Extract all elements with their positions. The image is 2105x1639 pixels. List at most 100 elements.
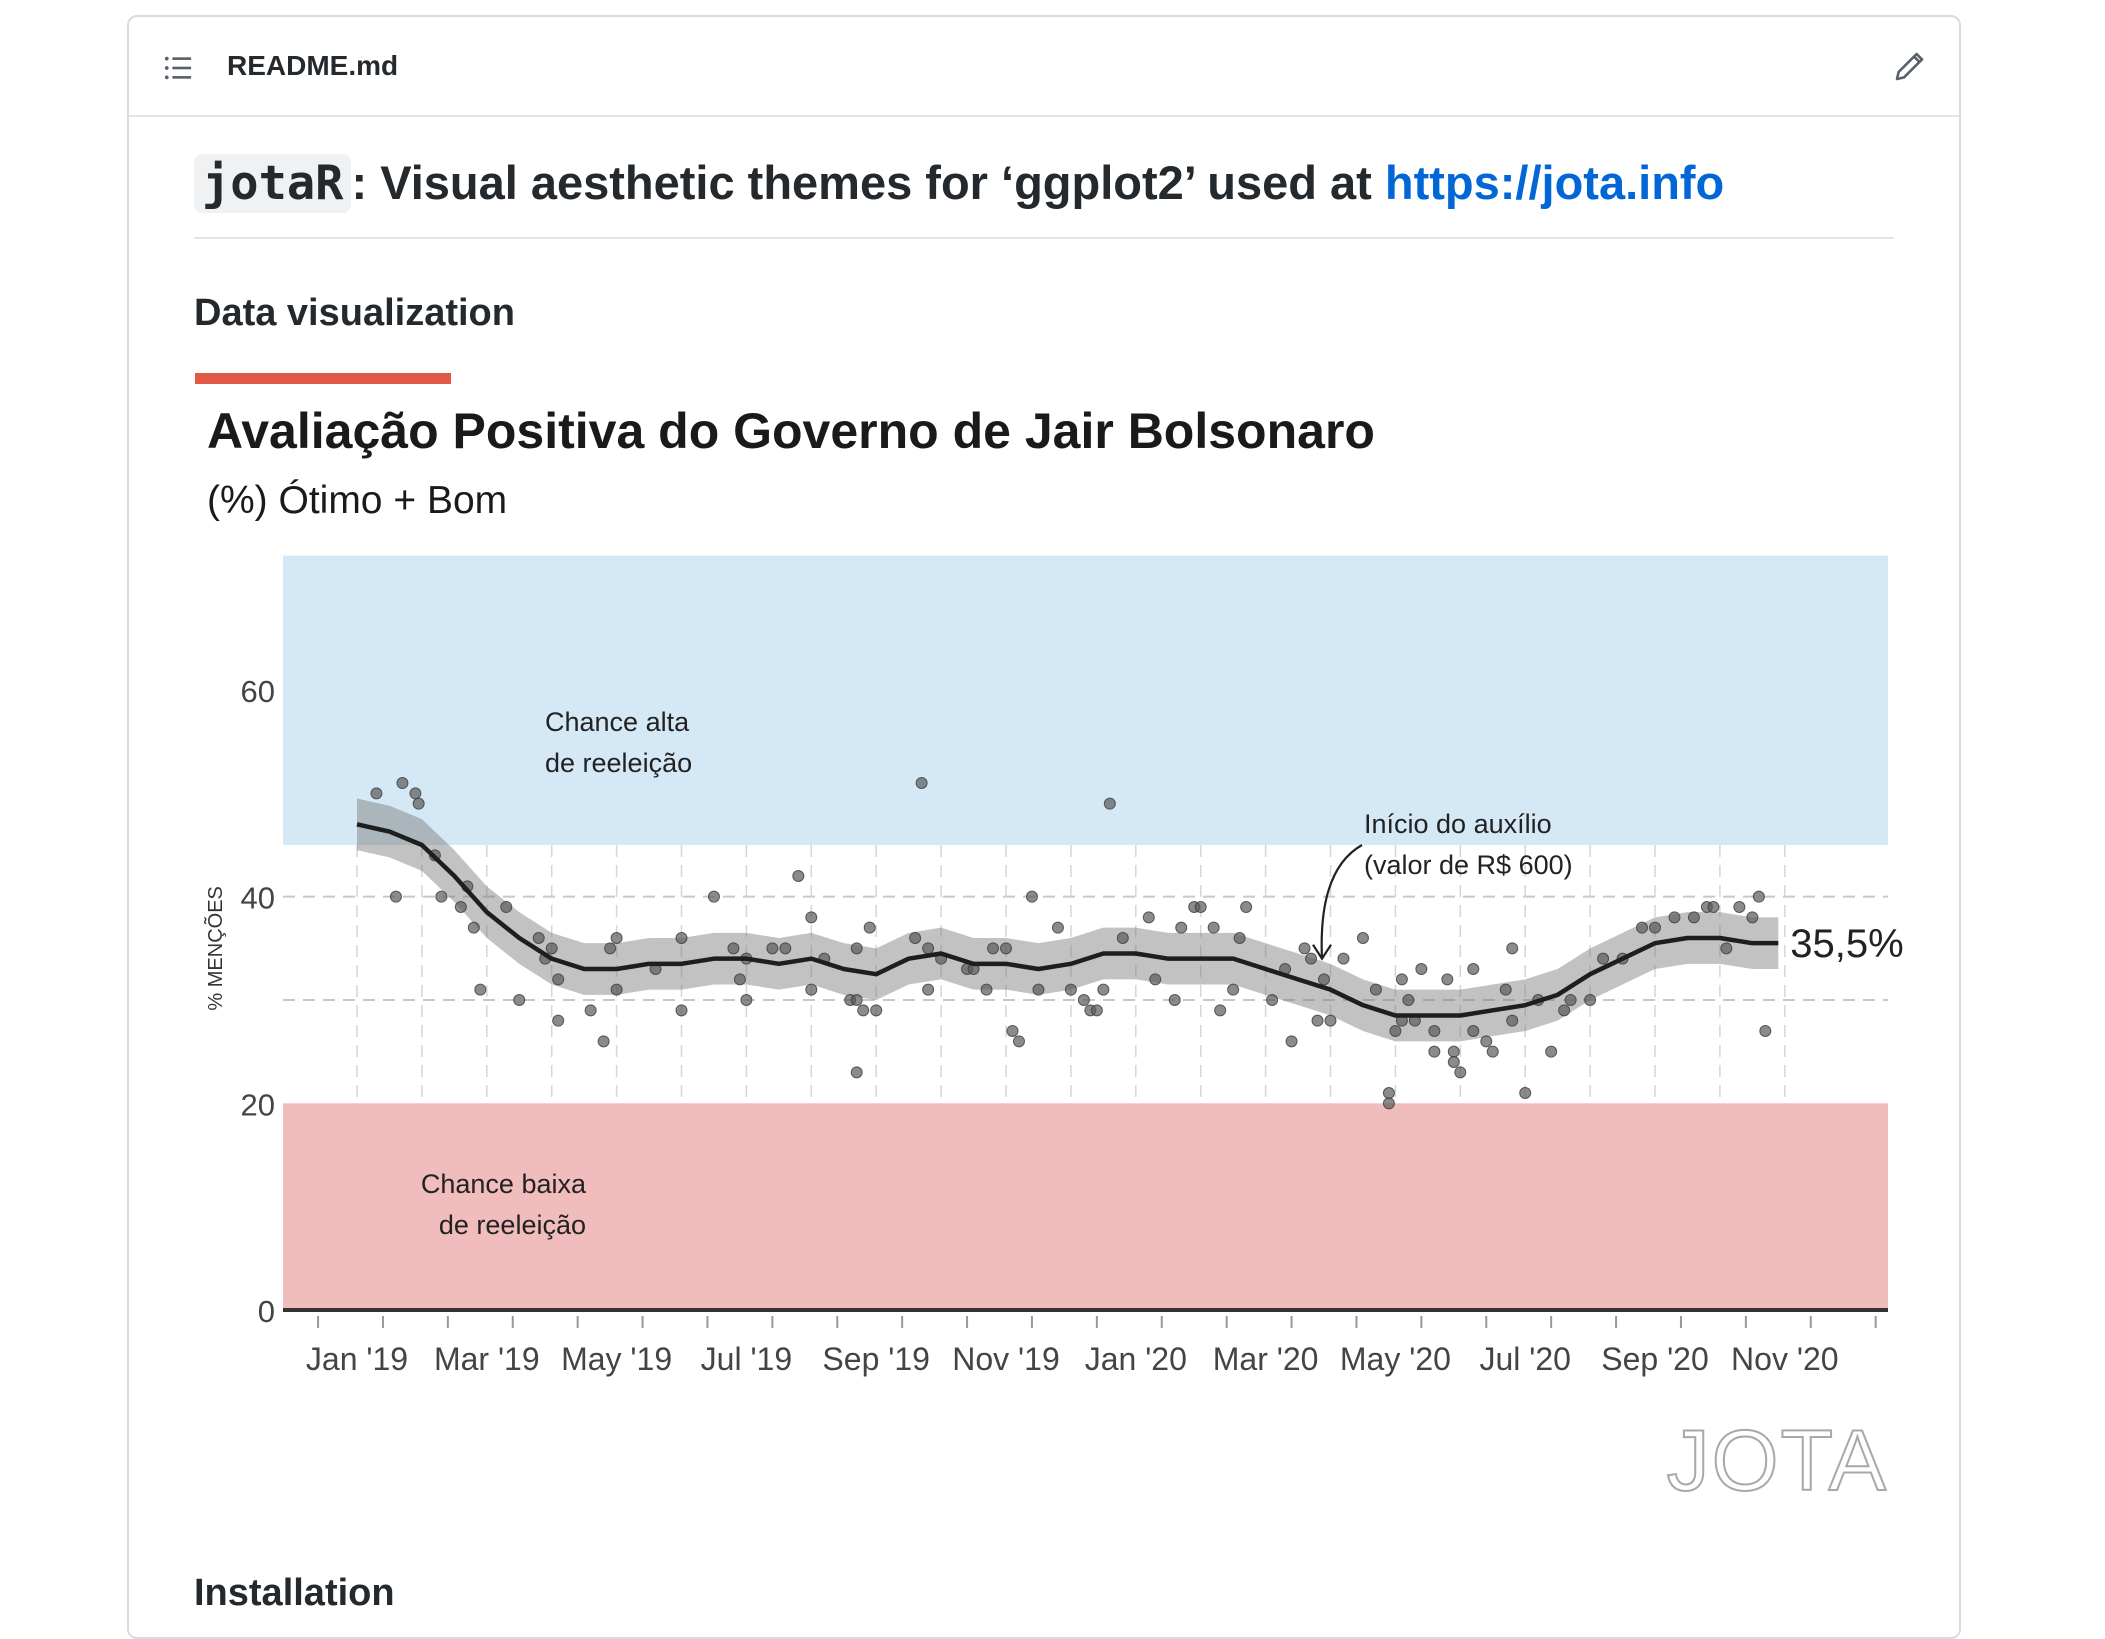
annotation-arrow (1320, 844, 1363, 959)
annotation-line1: Início do auxílio (1364, 809, 1552, 839)
x-tick-label: Nov '20 (1731, 1341, 1839, 1377)
data-point (779, 942, 792, 955)
data-point (604, 942, 617, 955)
band-low-reelection (283, 1103, 1888, 1310)
y-tick-label: 20 (241, 1087, 275, 1122)
data-point (1746, 911, 1759, 924)
data-point (850, 1066, 863, 1079)
pencil-icon[interactable] (1893, 51, 1925, 83)
data-point (1097, 983, 1110, 996)
data-point (597, 1035, 610, 1048)
data-point (610, 932, 623, 944)
chart-title: Avaliação Positiva do Governo de Jair Bo… (207, 403, 1375, 459)
section-heading-data-visualization: Data visualization (194, 292, 515, 334)
band-high-label-line2: de reeleição (545, 748, 692, 778)
data-point (1558, 1004, 1571, 1017)
approval-chart: 0 20 40 60 % MENÇÕES Jan '19 Mar '19 May '19 Jul… (203, 555, 1904, 1510)
data-point (1467, 1025, 1480, 1037)
data-point (584, 1004, 597, 1017)
x-tick-label: Mar '20 (1213, 1341, 1319, 1377)
data-point (1415, 963, 1428, 975)
data-point (1480, 1035, 1493, 1048)
data-point (1369, 983, 1382, 996)
package-name-code: jotaR (194, 154, 352, 213)
data-point (545, 942, 558, 955)
data-point (1337, 952, 1350, 965)
heading-divider (194, 237, 1894, 239)
data-point (1752, 890, 1765, 903)
data-point (1175, 921, 1188, 934)
data-point (1486, 1045, 1499, 1058)
data-point (1636, 921, 1649, 934)
data-point (1000, 942, 1012, 955)
data-point (1499, 983, 1512, 996)
data-point (1447, 1045, 1460, 1058)
band-high-reelection (283, 555, 1888, 845)
data-point (1240, 901, 1253, 913)
data-point (1506, 1014, 1519, 1027)
data-point (1447, 1056, 1460, 1068)
data-point (1324, 1014, 1337, 1027)
data-point (1194, 901, 1207, 913)
data-point (740, 994, 753, 1006)
y-axis-label: % MENÇÕES (203, 886, 227, 1010)
data-point (454, 901, 467, 913)
data-point (1564, 994, 1577, 1006)
data-point (1356, 932, 1369, 944)
jota-accent-bar (195, 373, 451, 384)
data-point (857, 1004, 870, 1017)
trend-line (356, 822, 1779, 1018)
data-point (922, 983, 935, 996)
data-point (1389, 1025, 1402, 1037)
readme-heading: jotaR: Visual aesthetic themes for ‘ggpl… (194, 154, 1725, 213)
data-point (1454, 1066, 1467, 1079)
list-icon[interactable] (163, 53, 193, 83)
annotation-arrowhead (1312, 944, 1332, 961)
data-point (805, 983, 818, 996)
data-point (474, 983, 487, 996)
data-point (1759, 1025, 1772, 1037)
data-point (1266, 994, 1279, 1006)
data-point (532, 932, 545, 944)
data-point (1051, 921, 1064, 934)
data-point (1064, 983, 1077, 996)
data-point (1025, 890, 1038, 903)
data-point (1168, 994, 1181, 1006)
data-point (1506, 942, 1519, 955)
y-tick-label: 40 (241, 881, 275, 916)
annotation-line2: (valor de R$ 600) (1364, 850, 1573, 880)
end-value-label: 35,5% (1790, 922, 1903, 966)
data-point (552, 973, 565, 986)
data-point (733, 973, 746, 986)
x-tick-label: Sep '19 (822, 1341, 930, 1377)
data-point (675, 1004, 688, 1017)
data-point (1733, 901, 1746, 913)
x-tick-label: Sep '20 (1601, 1341, 1709, 1377)
data-point (707, 890, 720, 903)
data-point (396, 777, 409, 789)
data-point (675, 932, 688, 944)
data-point (1285, 1035, 1298, 1048)
data-point (980, 983, 993, 996)
data-point (1227, 983, 1240, 996)
data-point (1395, 973, 1408, 986)
jota-link[interactable]: https://jota.info (1384, 156, 1725, 209)
data-point (389, 890, 402, 903)
data-point (1318, 973, 1331, 986)
data-point (552, 1014, 565, 1027)
data-point (1441, 973, 1454, 986)
data-point (909, 932, 922, 944)
data-point (987, 942, 1000, 955)
data-point (370, 787, 383, 800)
data-point (850, 942, 863, 955)
data-point (1298, 942, 1311, 955)
data-point (1687, 911, 1700, 924)
band-high-label-line1: Chance alta (545, 707, 690, 737)
data-point (870, 1004, 883, 1017)
data-point (1428, 1045, 1441, 1058)
data-point (1382, 1097, 1395, 1110)
data-point (435, 890, 448, 903)
x-tick-label: Nov '19 (952, 1341, 1060, 1377)
data-point (915, 777, 928, 789)
data-point (1545, 1045, 1558, 1058)
